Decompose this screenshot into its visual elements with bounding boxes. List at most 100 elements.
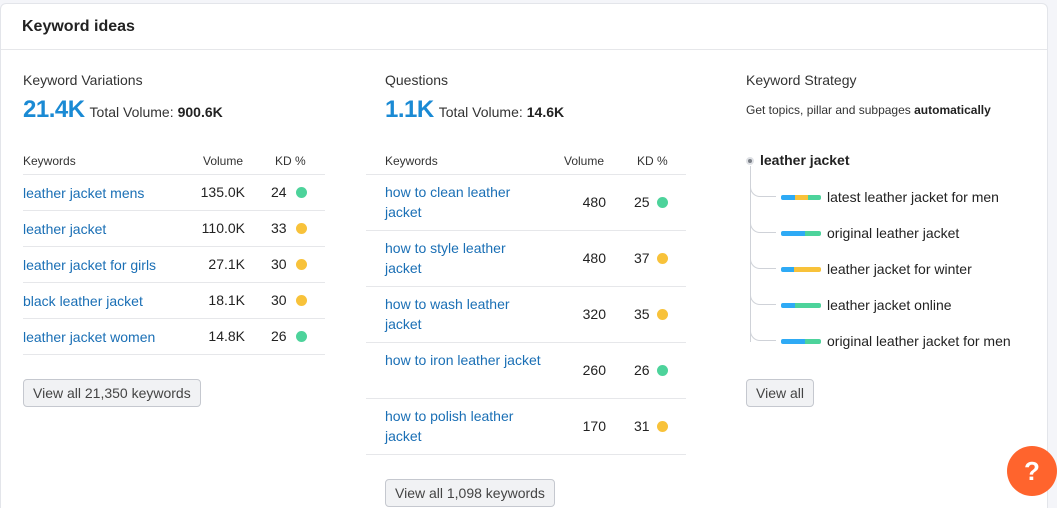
kd-dot-icon — [296, 331, 307, 342]
table-row: how to style leather jacket 480 37 — [366, 231, 686, 287]
table-row: how to wash leather jacket 320 35 — [366, 287, 686, 343]
volume-value: 27.1K — [208, 256, 245, 272]
keyword-link[interactable]: leather jacket for girls — [23, 257, 157, 273]
bar-segment — [781, 195, 795, 200]
kd-dot-icon — [296, 187, 307, 198]
subpage-metric-bar — [781, 267, 821, 272]
table-row: leather jacket mens 135.0K 24 — [23, 175, 325, 211]
bar-segment — [808, 195, 821, 200]
kd-value: 26 — [271, 328, 287, 344]
table-row: how to clean leather jacket 480 25 — [366, 175, 686, 231]
tree-child-label[interactable]: latest leather jacket for men — [827, 189, 999, 205]
tree-child-label[interactable]: leather jacket for winter — [827, 261, 972, 277]
help-button[interactable]: ? — [1007, 446, 1057, 496]
tree-branch — [750, 253, 780, 279]
total-volume-value: 900.6K — [177, 104, 223, 120]
volume-header: Volume — [203, 154, 244, 168]
kd-value: 24 — [271, 184, 287, 200]
subpage-metric-bar — [781, 195, 821, 200]
metric-row: 1.1K Total Volume: 14.6K — [366, 96, 686, 124]
bar-segment — [795, 303, 821, 308]
keyword-link[interactable]: how to wash leather jacket — [385, 296, 510, 332]
tree-root-dot-icon — [746, 157, 754, 165]
keyword-ideas-card: Keyword ideas Keyword Variations 21.4K T… — [0, 3, 1048, 508]
keyword-link[interactable]: how to iron leather jacket — [385, 352, 541, 368]
kd-header: KD % — [275, 154, 306, 168]
kd-dot-icon — [657, 421, 668, 432]
bar-segment — [805, 339, 821, 344]
tree-branch — [750, 325, 780, 351]
subtitle-text: Get topics, pillar and subpages — [746, 103, 915, 117]
subpage-metric-bar — [781, 303, 821, 308]
table-row: black leather jacket 18.1K 30 — [23, 283, 325, 319]
keyword-link[interactable]: leather jacket — [23, 221, 107, 237]
kd-value: 30 — [271, 292, 287, 308]
kd-dot-icon — [296, 259, 307, 270]
table-row: leather jacket 110.0K 33 — [23, 211, 325, 247]
view-all-questions-button[interactable]: View all 1,098 keywords — [385, 479, 555, 507]
section-label: Questions — [385, 72, 449, 88]
kd-value: 25 — [634, 194, 650, 210]
bar-segment — [781, 303, 795, 308]
volume-value: 480 — [582, 250, 606, 266]
kd-dot-icon — [296, 295, 307, 306]
table-row: how to polish leather jacket 170 31 — [366, 399, 686, 455]
branch-connector — [750, 181, 776, 197]
kd-dot-icon — [657, 253, 668, 264]
tree-root-label: leather jacket — [760, 152, 850, 168]
questions-count: 1.1K — [385, 96, 434, 123]
subpage-metric-bar — [781, 339, 821, 344]
keyword-link[interactable]: how to clean leather jacket — [385, 184, 511, 220]
view-all-variations-button[interactable]: View all 21,350 keywords — [23, 379, 201, 407]
bar-segment — [794, 267, 821, 272]
subtitle-bold: automatically — [914, 103, 991, 117]
keyword-link[interactable]: black leather jacket — [23, 293, 143, 309]
kd-header: KD % — [637, 154, 668, 168]
section-label: Keyword Strategy — [746, 72, 857, 88]
total-volume-label: Total Volume: — [89, 104, 174, 120]
kd-dot-icon — [657, 309, 668, 320]
volume-value: 480 — [582, 194, 606, 210]
keywords-header: Keywords — [385, 154, 438, 168]
table-row: leather jacket women 14.8K 26 — [23, 319, 325, 355]
kd-dot-icon — [657, 365, 668, 376]
tree-child-label[interactable]: leather jacket online — [827, 297, 952, 313]
kd-value: 33 — [271, 220, 287, 236]
tree-child-label[interactable]: original leather jacket — [827, 225, 960, 241]
volume-value: 260 — [582, 362, 606, 378]
volume-value: 110.0K — [201, 220, 245, 236]
tree-child-label[interactable]: original leather jacket for men — [827, 333, 1011, 349]
kd-dot-icon — [296, 223, 307, 234]
volume-value: 14.8K — [208, 328, 245, 344]
card-title: Keyword ideas — [22, 18, 135, 35]
table-row: leather jacket for girls 27.1K 30 — [23, 247, 325, 283]
total-volume-label: Total Volume: — [438, 104, 523, 120]
questions-section: Questions 1.1K Total Volume: 14.6K Keywo… — [366, 70, 686, 507]
questions-table: Keywords Volume KD % how to clean leathe… — [366, 152, 686, 455]
bar-segment — [805, 231, 821, 236]
bar-segment — [781, 339, 805, 344]
branch-connector — [750, 217, 776, 233]
kd-dot-icon — [657, 197, 668, 208]
bar-segment — [781, 267, 794, 272]
tree-branch — [750, 181, 780, 207]
volume-value: 320 — [582, 306, 606, 322]
bar-segment — [781, 231, 805, 236]
keyword-link[interactable]: leather jacket women — [23, 329, 156, 345]
table-row: how to iron leather jacket 260 26 — [366, 343, 686, 399]
table-header: Keywords Volume KD % — [366, 152, 686, 175]
tree-branch — [750, 289, 780, 315]
keyword-link[interactable]: leather jacket mens — [23, 185, 145, 201]
keyword-link[interactable]: how to style leather jacket — [385, 240, 506, 276]
volume-value: 135.0K — [200, 184, 245, 200]
keyword-strategy-section: Keyword Strategy Get topics, pillar and … — [746, 70, 1046, 407]
keyword-link[interactable]: how to polish leather jacket — [385, 408, 514, 444]
keyword-variations-section: Keyword Variations 21.4K Total Volume: 9… — [23, 70, 325, 407]
kd-value: 37 — [634, 250, 650, 266]
kd-value: 30 — [271, 256, 287, 272]
tree-branch — [750, 217, 780, 243]
volume-value: 170 — [582, 418, 606, 434]
kd-value: 26 — [634, 362, 650, 378]
view-all-strategy-button[interactable]: View all — [746, 379, 814, 407]
branch-connector — [750, 289, 776, 305]
